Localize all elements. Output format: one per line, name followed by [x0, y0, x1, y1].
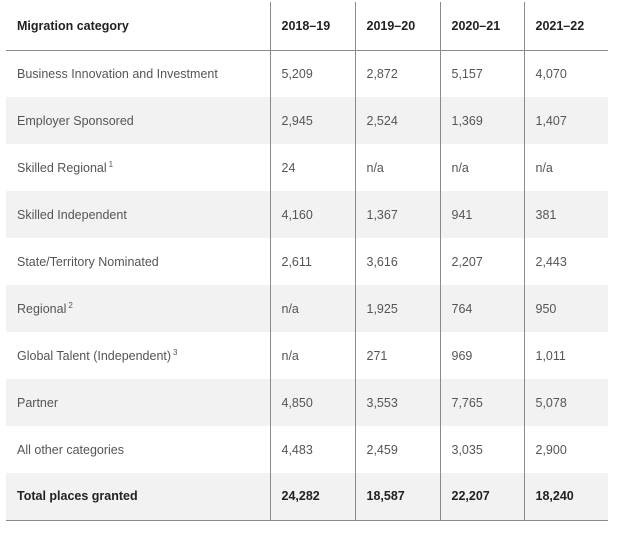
row-label: Partner — [6, 379, 270, 426]
total-cell: 18,240 — [523, 473, 608, 521]
table-row: State/Territory Nominated 2,611 3,616 2,… — [6, 238, 608, 285]
table-cell: 941 — [439, 191, 524, 238]
footnote-ref: 1 — [108, 160, 114, 169]
table-cell: 3,616 — [354, 238, 440, 285]
table-cell: 5,209 — [269, 50, 355, 97]
row-label: Skilled Independent — [6, 191, 270, 238]
table-cell: 5,157 — [439, 50, 524, 97]
row-label: Regional 2 — [6, 285, 270, 332]
table-cell: 4,070 — [523, 50, 608, 97]
header-2019-20: 2019–20 — [354, 2, 440, 51]
table-cell: 3,035 — [439, 426, 524, 473]
total-cell: 24,282 — [269, 473, 355, 521]
total-label: Total places granted — [6, 473, 270, 521]
table-cell: 2,872 — [354, 50, 440, 97]
table-cell: 24 — [269, 144, 355, 191]
table-cell: 1,369 — [439, 97, 524, 144]
migration-table: Migration category 2018–19 2019–20 2020–… — [6, 2, 608, 521]
table-cell: 3,553 — [354, 379, 440, 426]
total-cell: 22,207 — [439, 473, 524, 521]
table-cell: 5,078 — [523, 379, 608, 426]
table-row: Regional 2 n/a 1,925 764 950 — [6, 285, 608, 332]
header-2018-19: 2018–19 — [269, 2, 355, 51]
table-cell: 271 — [354, 332, 440, 379]
table-cell: 2,443 — [523, 238, 608, 285]
table-cell: 1,367 — [354, 191, 440, 238]
table-cell: 2,459 — [354, 426, 440, 473]
table-row: Skilled Regional 1 24 n/a n/a n/a — [6, 144, 608, 191]
table-cell: 1,925 — [354, 285, 440, 332]
table-cell: 7,765 — [439, 379, 524, 426]
table-header-row: Migration category 2018–19 2019–20 2020–… — [6, 2, 608, 51]
table-cell: 1,407 — [523, 97, 608, 144]
table-cell: 2,945 — [269, 97, 355, 144]
table-cell: n/a — [269, 332, 355, 379]
table-cell: 4,160 — [269, 191, 355, 238]
table-row: Partner 4,850 3,553 7,765 5,078 — [6, 379, 608, 426]
table-cell: n/a — [354, 144, 440, 191]
table-cell: 2,900 — [523, 426, 608, 473]
footnote-ref: 3 — [173, 348, 178, 357]
table-row: Skilled Independent 4,160 1,367 941 381 — [6, 191, 608, 238]
table-cell: 4,483 — [269, 426, 355, 473]
table-cell: 969 — [439, 332, 524, 379]
table-row: All other categories 4,483 2,459 3,035 2… — [6, 426, 608, 473]
table-cell: n/a — [439, 144, 524, 191]
header-category: Migration category — [6, 2, 270, 51]
footnote-ref: 2 — [68, 301, 73, 310]
total-cell: 18,587 — [354, 473, 440, 521]
table-cell: 1,011 — [523, 332, 608, 379]
table-cell: 764 — [439, 285, 524, 332]
row-label: Skilled Regional 1 — [17, 160, 114, 175]
table-row: Business Innovation and Investment 5,209… — [6, 50, 608, 97]
total-row: Total places granted 24,282 18,587 22,20… — [6, 473, 608, 521]
table-cell: n/a — [523, 144, 608, 191]
table-cell: 2,524 — [354, 97, 440, 144]
migration-table-container: Migration category 2018–19 2019–20 2020–… — [6, 2, 608, 521]
header-2021-22: 2021–22 — [523, 2, 608, 51]
table-cell: 950 — [523, 285, 608, 332]
table-cell: n/a — [269, 285, 355, 332]
table-cell: 4,850 — [269, 379, 355, 426]
table-row: Employer Sponsored 2,945 2,524 1,369 1,4… — [6, 97, 608, 144]
row-label: Global Talent (Independent) 3 — [17, 348, 178, 363]
table-row: Global Talent (Independent) 3 n/a 271 969… — [6, 332, 608, 379]
row-label: Employer Sponsored — [6, 97, 270, 144]
row-label: Business Innovation and Investment — [17, 66, 218, 81]
row-label: All other categories — [17, 442, 125, 457]
table-cell: 2,611 — [269, 238, 355, 285]
table-cell: 2,207 — [439, 238, 524, 285]
table-cell: 381 — [523, 191, 608, 238]
row-label: State/Territory Nominated — [17, 254, 159, 269]
header-2020-21: 2020–21 — [439, 2, 524, 51]
